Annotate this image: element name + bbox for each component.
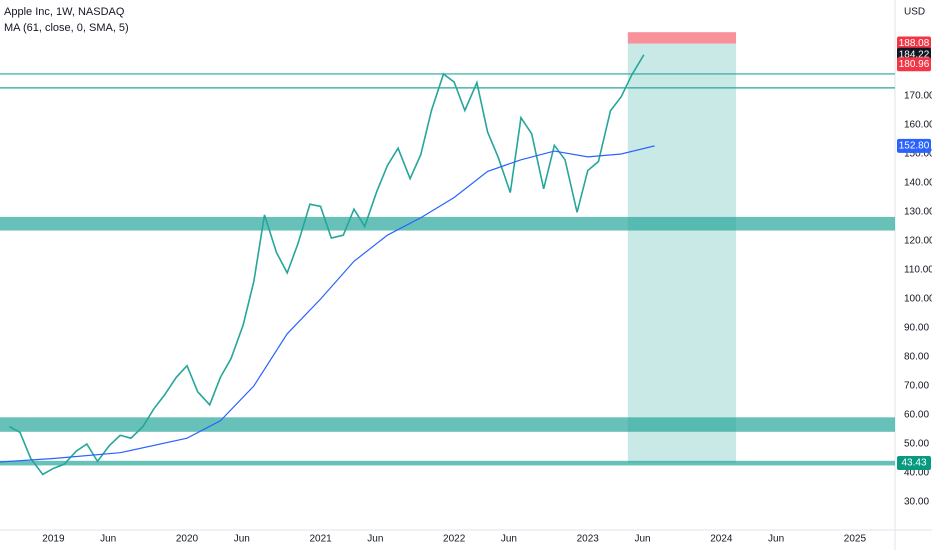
x-tick-label: 2025	[844, 534, 867, 545]
y-tick-label: 100.00	[904, 294, 932, 305]
price-label: 180.96	[899, 59, 930, 70]
y-tick-label: 120.00	[904, 236, 932, 247]
y-tick-label: 40.00	[904, 468, 929, 479]
target-zone	[627, 43, 737, 464]
series-line	[8, 54, 645, 476]
y-tick-label: 130.00	[904, 207, 932, 218]
chart-subtitle: MA (61, close, 0, SMA, 5)	[4, 22, 129, 34]
price-label-bg	[897, 36, 931, 51]
price-label: 184.22	[899, 49, 930, 60]
x-tick-label: Jun	[367, 534, 383, 545]
y-tick-label: 50.00	[904, 439, 929, 450]
zone	[0, 460, 895, 466]
y-tick-label: 30.00	[904, 497, 929, 508]
price-label-bg	[897, 57, 931, 72]
y-tick-label: 160.00	[904, 120, 932, 131]
series-line	[0, 145, 655, 463]
x-tick-label: Jun	[234, 534, 250, 545]
x-tick-label: Jun	[768, 534, 784, 545]
y-tick-label: 80.00	[904, 352, 929, 363]
chart-title: Apple Inc, 1W, NASDAQ	[4, 6, 125, 18]
price-label-bg	[897, 456, 931, 471]
zone	[0, 417, 895, 432]
x-tick-label: 2021	[309, 534, 332, 545]
price-label: 152.80	[899, 141, 930, 152]
x-tick-label: 2022	[443, 534, 466, 545]
price-label-bg	[897, 138, 931, 153]
price-label: 43.43	[901, 458, 926, 469]
y-tick-label: 60.00	[904, 410, 929, 421]
x-tick-label: 2019	[42, 534, 65, 545]
x-tick-label: Jun	[100, 534, 116, 545]
price-label: 188.08	[899, 38, 930, 49]
stop-zone	[627, 32, 737, 44]
y-unit: USD	[904, 7, 925, 18]
y-tick-label: 110.00	[904, 265, 932, 276]
x-tick-label: Jun	[634, 534, 650, 545]
zone	[0, 216, 895, 231]
y-tick-label: 140.00	[904, 178, 932, 189]
x-tick-label: Jun	[501, 534, 517, 545]
x-tick-label: 2023	[577, 534, 600, 545]
y-tick-label: 90.00	[904, 323, 929, 334]
y-tick-label: 150.00	[904, 149, 932, 160]
y-tick-label: 70.00	[904, 381, 929, 392]
x-tick-label: 2024	[710, 534, 733, 545]
x-tick-label: 2020	[176, 534, 199, 545]
y-tick-label: 170.00	[904, 91, 932, 102]
